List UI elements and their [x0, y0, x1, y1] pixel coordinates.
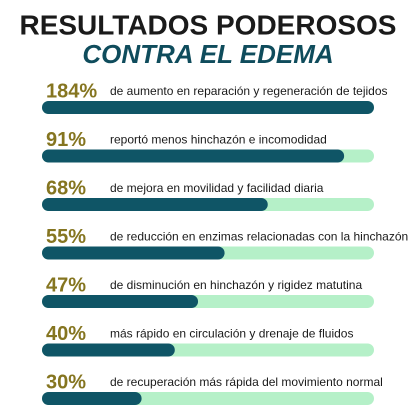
value-label: 55% — [46, 226, 86, 248]
value-label: 184% — [46, 80, 97, 102]
value-label: 47% — [46, 274, 86, 296]
description: de mejora en movilidad y facilidad diari… — [110, 181, 324, 195]
value-label: 91% — [46, 129, 86, 151]
bar — [42, 246, 225, 260]
chart-subtitle: CONTRA EL EDEMA — [82, 39, 333, 69]
bar — [42, 198, 268, 211]
value-label: 68% — [46, 177, 86, 199]
value-label: 30% — [46, 371, 86, 393]
description: de reducción en enzimas relacionadas con… — [110, 230, 408, 244]
description: de aumento en reparación y regeneración … — [110, 84, 388, 98]
bar — [42, 149, 345, 163]
description: de disminución en hinchazón y rigidez ma… — [110, 278, 362, 292]
description: de recuperación más rápida del movimient… — [110, 375, 383, 389]
bar — [42, 101, 374, 114]
value-label: 40% — [46, 323, 86, 345]
chart-title: RESULTADOS PODEROSOS — [19, 9, 396, 40]
description: reportó menos hinchazón e incomodidad — [110, 133, 327, 147]
bar — [42, 392, 142, 405]
description: más rápido en circulación y drenaje de f… — [110, 327, 353, 341]
bar — [42, 343, 175, 357]
bar — [42, 295, 199, 308]
